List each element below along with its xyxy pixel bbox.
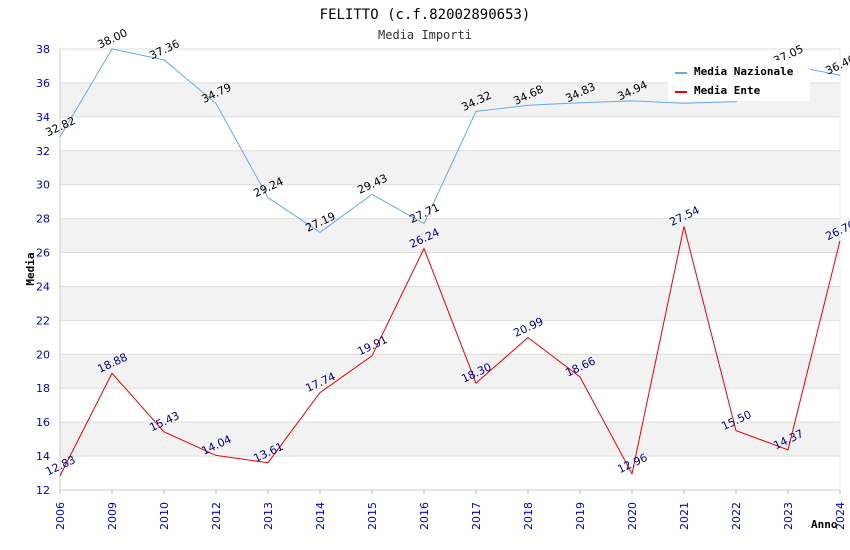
x-tick-label: 2017	[470, 502, 483, 530]
y-tick-label: 32	[36, 145, 50, 158]
y-tick-label: 34	[36, 111, 50, 124]
y-axis-label: Media	[24, 252, 37, 285]
series-line-media-nazionale	[59, 48, 841, 234]
x-tick-label: 2019	[574, 502, 587, 530]
x-axis-ticks: 2006 2009 2010 2012 2013 2014 2015 2016 2017 2018…	[54, 490, 847, 530]
legend: Media Nazionale Media Ente	[668, 60, 810, 101]
data-label: 38.00	[95, 26, 129, 51]
y-tick-label: 38	[36, 43, 50, 56]
x-tick-label: 2014	[314, 502, 327, 530]
y-tick-label: 24	[36, 280, 50, 293]
legend-label-media-ente: Media Ente	[694, 84, 761, 97]
background-band	[60, 320, 840, 355]
x-tick-label: 2018	[522, 502, 535, 530]
background-band	[60, 218, 840, 253]
y-tick-label: 20	[36, 348, 50, 361]
y-axis-ticks: 12 14 16 18 20 22 24 26 28 30 32 34 36 38	[36, 43, 50, 497]
series-lines	[59, 48, 841, 477]
y-tick-label: 36	[36, 77, 50, 90]
x-tick-label: 2015	[366, 502, 379, 530]
chart-subtitle: Media Importi	[378, 28, 472, 42]
chart-title: FELITTO (c.f.82002890653)	[320, 7, 531, 23]
x-tick-label: 2012	[210, 502, 223, 530]
background-band	[60, 184, 840, 219]
x-tick-label: 2016	[418, 502, 431, 530]
legend-box	[668, 60, 810, 101]
y-tick-label: 28	[36, 213, 50, 226]
background-band	[60, 456, 840, 490]
y-tick-label: 18	[36, 382, 50, 395]
x-tick-label: 2009	[106, 502, 119, 530]
x-tick-label: 2023	[782, 502, 795, 530]
legend-label-media-nazionale: Media Nazionale	[694, 65, 794, 78]
background-band	[60, 422, 840, 457]
series-line-media-ente	[59, 226, 841, 477]
background-band	[60, 116, 840, 151]
y-tick-label: 30	[36, 179, 50, 192]
background-band	[60, 388, 840, 423]
x-tick-label: 2021	[678, 502, 691, 530]
x-tick-label: 2013	[262, 502, 275, 530]
x-axis-label: Anno	[811, 518, 838, 531]
background-band	[60, 354, 840, 389]
x-tick-label: 2022	[730, 502, 743, 530]
y-tick-label: 16	[36, 416, 50, 429]
background-band	[60, 252, 840, 287]
x-tick-label: 2024	[834, 502, 847, 530]
y-tick-label: 12	[36, 484, 50, 497]
y-tick-label: 22	[36, 314, 50, 327]
x-tick-label: 2010	[158, 502, 171, 530]
x-tick-label: 2006	[54, 502, 67, 530]
x-tick-label: 2020	[626, 502, 639, 530]
grid-lines	[59, 48, 841, 491]
y-tick-label: 26	[36, 247, 50, 260]
y-tick-label: 14	[36, 450, 50, 463]
